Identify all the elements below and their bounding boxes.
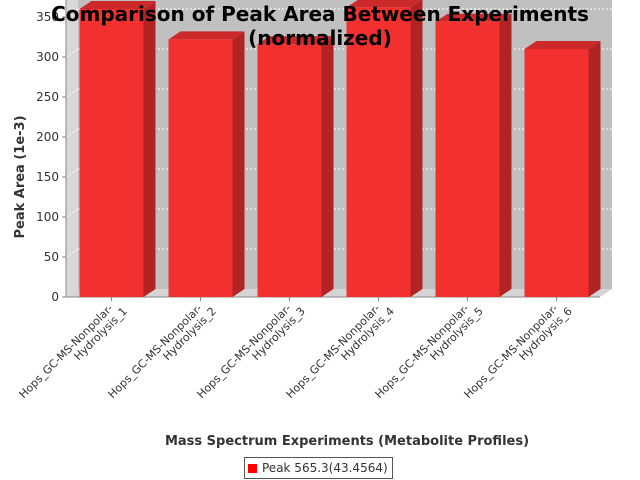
bar <box>79 9 144 297</box>
grid-line <box>65 8 79 18</box>
bar-side <box>499 13 512 298</box>
legend: Peak 565.3(43.4564) <box>244 457 393 479</box>
y-tick-label: 150 <box>36 170 59 184</box>
bar-top <box>257 36 334 45</box>
bar-top <box>79 1 156 9</box>
y-axis-label: Peak Area (1e-3) <box>13 115 28 238</box>
bar-side <box>321 36 334 297</box>
bar-top <box>524 41 601 49</box>
bar-side <box>410 0 423 297</box>
bar <box>168 39 233 298</box>
grid-line <box>65 88 79 98</box>
bar <box>346 7 411 298</box>
grid-line <box>65 128 79 138</box>
bar-side <box>143 1 156 297</box>
grid-line <box>65 48 79 58</box>
bar <box>435 21 500 298</box>
bar-side <box>232 31 245 298</box>
x-tick-label-line: Hops_GC-MS-Nonpolar- <box>17 302 116 401</box>
chart-subtitle: (normalized) <box>248 26 392 50</box>
y-tick-label: 350 <box>36 10 59 24</box>
legend-swatch <box>248 463 257 473</box>
grid-line <box>65 208 79 218</box>
legend-label: Peak 565.3(43.4564) <box>262 461 388 475</box>
grid-line <box>65 248 79 258</box>
bar-top <box>435 13 512 22</box>
y-tick-label: 100 <box>36 210 59 224</box>
y-tick-label: 50 <box>44 250 59 264</box>
y-tick-label: 0 <box>51 290 59 304</box>
x-axis-label: Mass Spectrum Experiments (Metabolite Pr… <box>165 434 529 449</box>
bar <box>524 49 589 297</box>
plot-left-wall <box>66 0 78 297</box>
bar-side <box>588 41 601 297</box>
bar-top <box>346 0 422 8</box>
bar-top <box>168 31 245 40</box>
plot-back-wall <box>78 0 612 289</box>
bar <box>257 44 322 298</box>
chart-title-block: Comparison of Peak Area Between Experime… <box>0 2 640 50</box>
y-tick-label: 250 <box>36 90 59 104</box>
grid-line <box>65 168 79 178</box>
chart-title: Comparison of Peak Area Between Experime… <box>51 2 589 26</box>
y-tick-label: 200 <box>36 130 59 144</box>
y-tick-label: 300 <box>36 50 59 64</box>
